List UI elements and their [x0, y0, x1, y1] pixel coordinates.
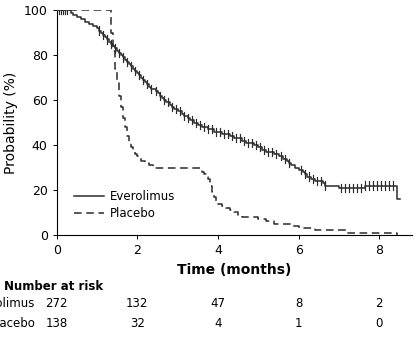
Text: 132: 132: [126, 297, 149, 310]
Text: 1: 1: [295, 317, 302, 330]
X-axis label: Time (months): Time (months): [177, 262, 291, 276]
Text: 0: 0: [375, 317, 383, 330]
Text: 32: 32: [130, 317, 145, 330]
Text: 2: 2: [375, 297, 383, 310]
Text: Everolimus: Everolimus: [0, 297, 36, 310]
Text: 272: 272: [45, 297, 68, 310]
Text: 138: 138: [46, 317, 68, 330]
Text: Placebo: Placebo: [0, 317, 36, 330]
Text: 8: 8: [295, 297, 302, 310]
Legend: Everolimus, Placebo: Everolimus, Placebo: [70, 186, 180, 225]
Text: 47: 47: [210, 297, 226, 310]
Text: 4: 4: [214, 317, 222, 330]
Text: Number at risk: Number at risk: [4, 280, 103, 293]
Y-axis label: Probability (%): Probability (%): [4, 71, 18, 174]
